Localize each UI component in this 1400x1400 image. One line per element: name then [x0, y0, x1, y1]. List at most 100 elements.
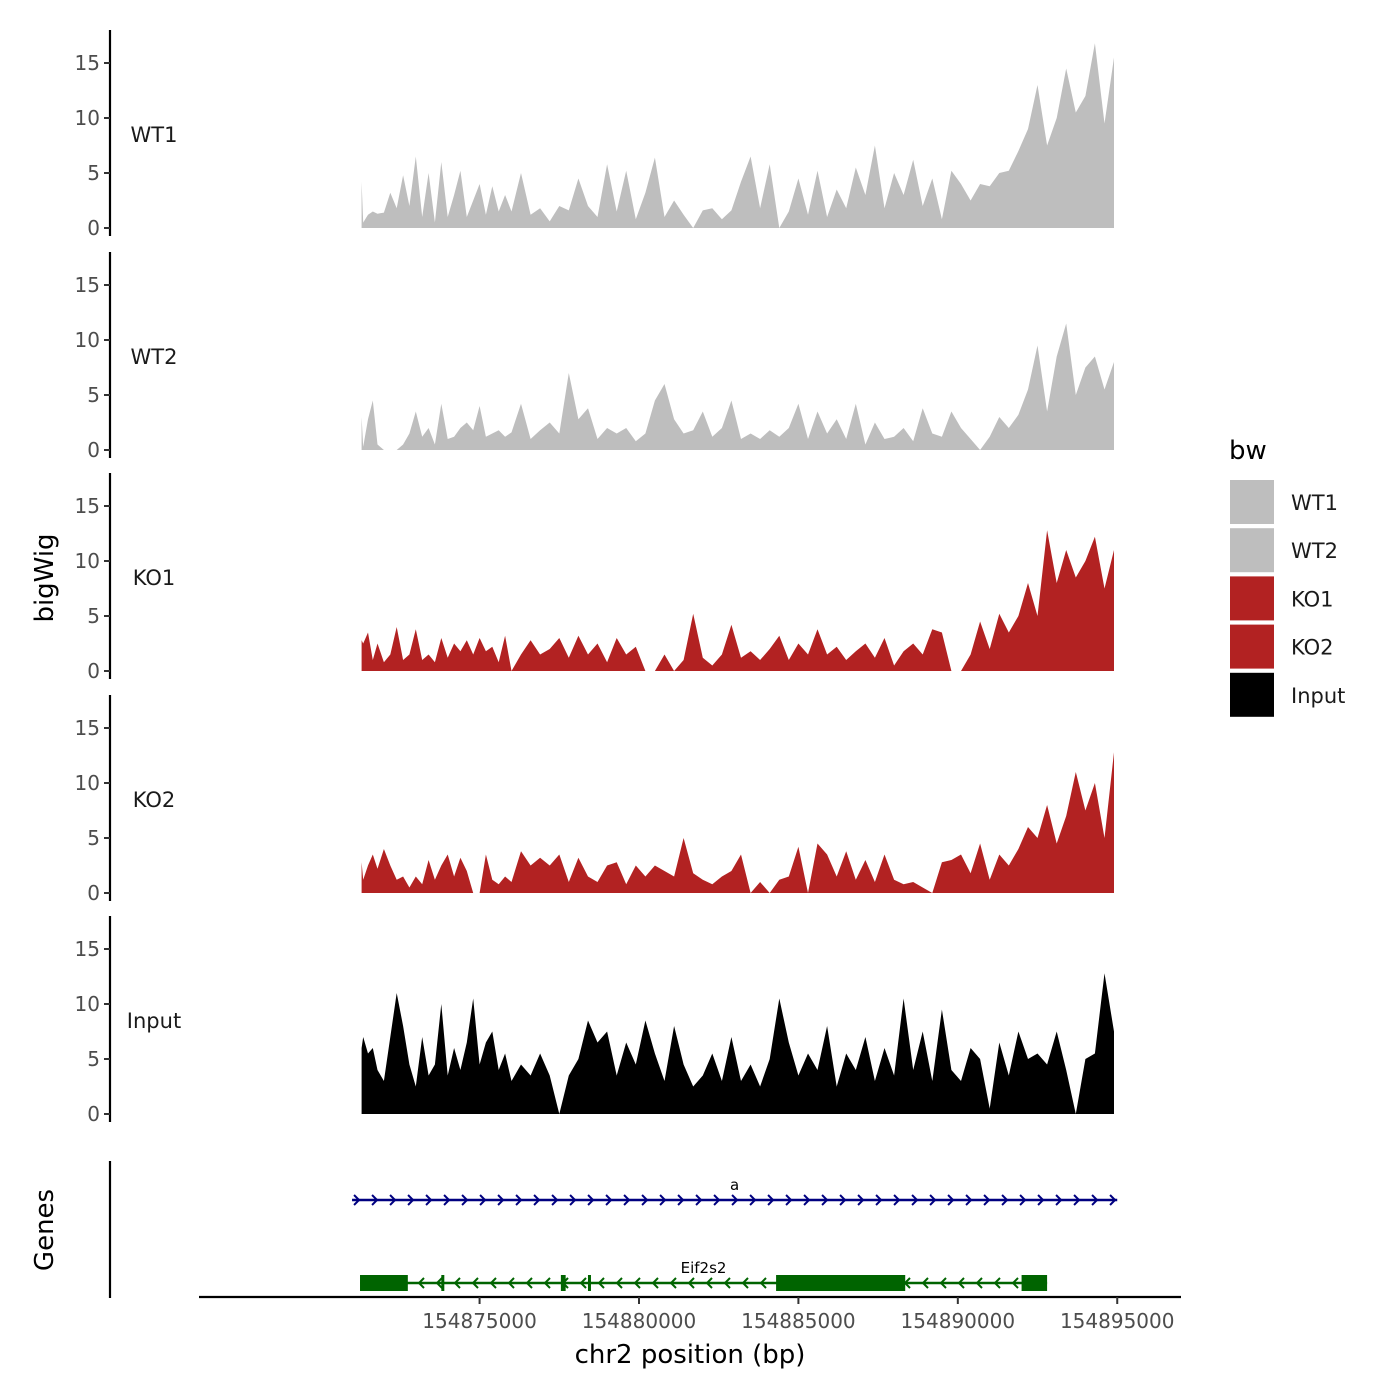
exon-eif2s2: [587, 1275, 591, 1291]
area-ko2: [361, 752, 1115, 893]
strand-arrow: [615, 1277, 623, 1289]
strand-arrow: [435, 1277, 443, 1289]
y-tick-label-ko2: 15: [75, 716, 100, 740]
strand-arrow: [543, 1277, 551, 1289]
y-tick-label-input: 10: [75, 992, 100, 1016]
strand-arrow: [1019, 1194, 1027, 1206]
gene-label-eif2s2: Eif2s2: [681, 1259, 727, 1277]
track-label-wt1: WT1: [131, 123, 178, 147]
strand-arrow: [983, 1194, 991, 1206]
exon-eif2s2: [560, 1275, 566, 1291]
strand-arrow: [911, 1194, 919, 1206]
y-tick-label-wt1: 5: [87, 161, 100, 185]
strand-arrow: [749, 1194, 757, 1206]
legend-key-input: [1230, 672, 1274, 717]
strand-arrow: [1055, 1194, 1063, 1206]
legend-label-ko1: KO1: [1291, 587, 1334, 611]
track-ko2: 0 5 10 15 KO2: [75, 695, 1115, 905]
area-ko1: [361, 530, 1115, 671]
strand-arrow: [741, 1277, 749, 1289]
bigwig-tracks: 0 5 10 15 WT1 0 5 10 15 WT2 0 5 10 15 KO1 0 5 10 15 KO2 0 5 10…: [75, 30, 1115, 1126]
strand-arrow: [839, 1194, 847, 1206]
strand-arrow: [957, 1277, 965, 1289]
strand-arrow: [651, 1277, 659, 1289]
gene-a: a: [352, 1176, 1118, 1206]
strand-arrow: [723, 1277, 731, 1289]
track-label-wt2: WT2: [131, 345, 178, 369]
y-tick-label-ko2: 10: [75, 771, 100, 795]
strand-arrow: [371, 1194, 379, 1206]
x-tick-label: 154880000: [582, 1309, 697, 1333]
x-tick-label: 154875000: [422, 1309, 537, 1333]
genes-track: a Eif2s2: [108, 1161, 1118, 1298]
strand-arrow: [965, 1194, 973, 1206]
y-tick-label-wt1: 10: [75, 106, 100, 130]
strand-arrow: [695, 1194, 703, 1206]
y-tick-label-wt2: 0: [87, 438, 100, 462]
genes-axis-title: Genes: [30, 1189, 60, 1271]
y-tick-label-wt2: 10: [75, 328, 100, 352]
legend: bw WT1 WT2 KO1 KO2 Input: [1229, 436, 1345, 717]
strand-arrow: [633, 1277, 641, 1289]
strand-arrow: [705, 1277, 713, 1289]
gene-eif2s2: Eif2s2: [360, 1259, 1048, 1291]
strand-arrow: [497, 1194, 505, 1206]
track-label-ko2: KO2: [133, 788, 176, 812]
strand-arrow: [551, 1194, 559, 1206]
exon-eif2s2: [360, 1275, 408, 1291]
legend-label-wt2: WT2: [1291, 539, 1338, 563]
strand-arrow: [461, 1194, 469, 1206]
strand-arrow: [767, 1194, 775, 1206]
strand-arrow: [759, 1277, 767, 1289]
y-tick-label-wt2: 5: [87, 383, 100, 407]
strand-arrow: [1001, 1194, 1009, 1206]
y-tick-label-ko1: 5: [87, 604, 100, 628]
y-tick-label-ko1: 10: [75, 549, 100, 573]
strand-arrow: [417, 1277, 425, 1289]
legend-key-ko1: [1230, 576, 1274, 621]
y-tick-label-input: 5: [87, 1047, 100, 1071]
strand-arrow: [785, 1194, 793, 1206]
strand-arrow: [821, 1194, 829, 1206]
strand-arrow: [947, 1194, 955, 1206]
x-tick-label: 154890000: [901, 1309, 1016, 1333]
strand-arrow: [929, 1194, 937, 1206]
strand-arrow: [525, 1277, 533, 1289]
y-tick-label-wt1: 15: [75, 51, 100, 75]
exon-eif2s2: [441, 1275, 445, 1291]
strand-arrow: [713, 1194, 721, 1206]
y-tick-label-ko1: 15: [75, 494, 100, 518]
strand-arrow: [939, 1277, 947, 1289]
y-tick-label-ko1: 0: [87, 659, 100, 683]
y-tick-label-wt1: 0: [87, 216, 100, 240]
strand-arrow: [975, 1277, 983, 1289]
strand-arrow: [731, 1194, 739, 1206]
legend-key-wt1: [1230, 480, 1274, 524]
strand-arrow: [515, 1194, 523, 1206]
strand-arrow: [803, 1194, 811, 1206]
legend-key-wt2: [1230, 528, 1274, 573]
strand-arrow: [641, 1194, 649, 1206]
exon-eif2s2: [1021, 1275, 1048, 1291]
strand-arrow: [1037, 1194, 1045, 1206]
strand-arrow: [857, 1194, 865, 1206]
track-input: 0 5 10 15 Input: [75, 916, 1115, 1126]
legend-label-wt1: WT1: [1291, 491, 1338, 515]
strand-arrow: [443, 1194, 451, 1206]
strand-arrow: [597, 1277, 605, 1289]
strand-arrow: [389, 1194, 397, 1206]
strand-arrow: [353, 1194, 361, 1206]
strand-arrow: [1091, 1194, 1099, 1206]
strand-arrow: [471, 1277, 479, 1289]
x-axis: 154875000 154880000 154885000 154890000 1548…: [199, 1295, 1181, 1333]
track-ko1: 0 5 10 15 KO1: [75, 473, 1115, 683]
x-tick-label: 154895000: [1060, 1309, 1175, 1333]
legend-label-ko2: KO2: [1291, 636, 1334, 660]
strand-arrow: [407, 1194, 415, 1206]
strand-arrow: [623, 1194, 631, 1206]
strand-arrow: [1011, 1277, 1019, 1289]
strand-arrow: [875, 1194, 883, 1206]
legend-label-input: Input: [1291, 684, 1345, 708]
strand-arrow: [677, 1194, 685, 1206]
